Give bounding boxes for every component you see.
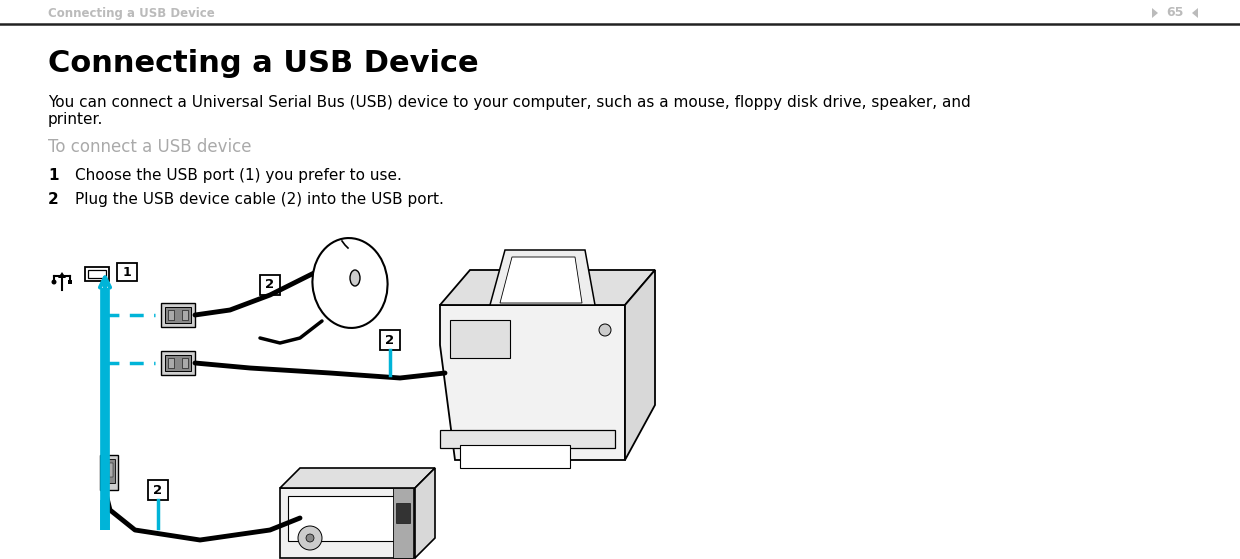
Bar bbox=[260, 275, 280, 295]
Polygon shape bbox=[280, 468, 435, 488]
Bar bbox=[161, 303, 195, 327]
Polygon shape bbox=[440, 270, 655, 305]
Polygon shape bbox=[58, 272, 66, 278]
Polygon shape bbox=[500, 257, 582, 303]
Bar bbox=[165, 307, 191, 323]
Polygon shape bbox=[490, 250, 595, 305]
Bar bbox=[393, 488, 413, 558]
Text: 2: 2 bbox=[265, 278, 274, 291]
Polygon shape bbox=[1192, 8, 1198, 18]
Bar bbox=[103, 459, 115, 483]
Bar bbox=[288, 496, 403, 541]
Text: 1: 1 bbox=[48, 168, 58, 183]
Bar bbox=[165, 355, 191, 371]
Polygon shape bbox=[1152, 8, 1158, 18]
Bar bbox=[396, 503, 410, 523]
Text: printer.: printer. bbox=[48, 112, 103, 127]
Text: Choose the USB port (1) you prefer to use.: Choose the USB port (1) you prefer to us… bbox=[74, 168, 402, 183]
Text: 1: 1 bbox=[123, 266, 131, 278]
Bar bbox=[109, 463, 113, 477]
Polygon shape bbox=[440, 305, 625, 460]
Polygon shape bbox=[415, 468, 435, 558]
Circle shape bbox=[306, 534, 314, 542]
Polygon shape bbox=[280, 488, 415, 558]
Polygon shape bbox=[460, 445, 570, 468]
Text: Plug the USB device cable (2) into the USB port.: Plug the USB device cable (2) into the U… bbox=[74, 192, 444, 207]
Circle shape bbox=[298, 526, 322, 550]
Text: 2: 2 bbox=[48, 192, 58, 207]
Bar bbox=[440, 430, 615, 448]
Bar bbox=[88, 270, 105, 278]
Text: Connecting a USB Device: Connecting a USB Device bbox=[48, 49, 479, 78]
Bar bbox=[117, 263, 136, 281]
Bar bbox=[105, 463, 109, 477]
Ellipse shape bbox=[350, 270, 360, 286]
Text: Connecting a USB Device: Connecting a USB Device bbox=[48, 7, 215, 20]
Bar bbox=[100, 455, 118, 490]
Circle shape bbox=[52, 280, 57, 285]
Bar bbox=[148, 480, 167, 500]
Bar bbox=[182, 358, 188, 368]
Polygon shape bbox=[625, 270, 655, 460]
Circle shape bbox=[599, 324, 611, 336]
Bar bbox=[182, 310, 188, 320]
Bar bbox=[86, 267, 109, 281]
Bar bbox=[167, 358, 174, 368]
Text: 65: 65 bbox=[1167, 7, 1184, 20]
Ellipse shape bbox=[312, 238, 388, 328]
Bar bbox=[167, 310, 174, 320]
Text: You can connect a Universal Serial Bus (USB) device to your computer, such as a : You can connect a Universal Serial Bus (… bbox=[48, 95, 971, 110]
Text: 2: 2 bbox=[386, 334, 394, 347]
Bar bbox=[161, 351, 195, 375]
Bar bbox=[450, 320, 510, 358]
Bar bbox=[68, 280, 72, 284]
Bar bbox=[379, 330, 401, 350]
Text: 2: 2 bbox=[154, 484, 162, 496]
Text: To connect a USB device: To connect a USB device bbox=[48, 138, 252, 156]
